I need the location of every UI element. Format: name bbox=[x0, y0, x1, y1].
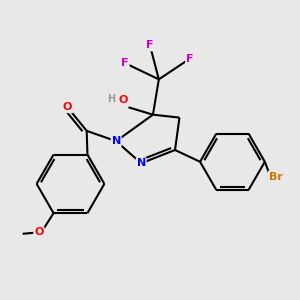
Text: F: F bbox=[121, 58, 129, 68]
Text: N: N bbox=[112, 136, 121, 146]
Text: Br: Br bbox=[269, 172, 283, 182]
Text: O: O bbox=[119, 95, 128, 105]
Text: O: O bbox=[34, 227, 44, 237]
Text: F: F bbox=[186, 54, 194, 64]
Text: N: N bbox=[136, 158, 146, 168]
Text: H: H bbox=[107, 94, 115, 104]
Text: F: F bbox=[146, 40, 154, 50]
Text: O: O bbox=[63, 102, 72, 112]
